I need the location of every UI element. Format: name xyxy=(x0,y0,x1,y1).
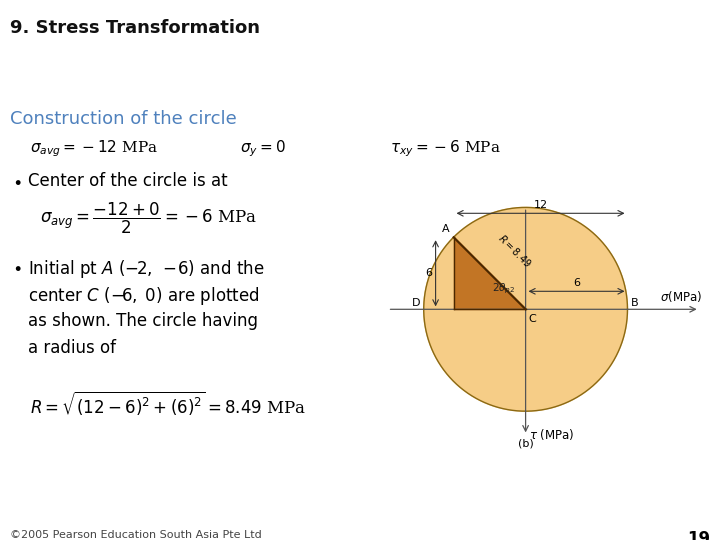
Text: 12: 12 xyxy=(534,200,548,210)
Text: $R = \sqrt{(12-6)^2+(6)^2} = 8.49$ MPa: $R = \sqrt{(12-6)^2+(6)^2} = 8.49$ MPa xyxy=(30,390,306,418)
Text: $R=8.49$: $R=8.49$ xyxy=(495,232,534,269)
Text: 6: 6 xyxy=(573,278,580,288)
Text: a radius of: a radius of xyxy=(28,339,116,357)
Polygon shape xyxy=(424,207,628,411)
Text: $\sigma_{avg} = -12$ MPa: $\sigma_{avg} = -12$ MPa xyxy=(30,138,158,159)
Text: 9. Stress Transformation: 9. Stress Transformation xyxy=(10,18,260,37)
Text: $\tau$ (MPa): $\tau$ (MPa) xyxy=(529,427,575,442)
Text: $\bullet$: $\bullet$ xyxy=(12,172,22,191)
Text: center $\mathit{C}$ $(-\!6,\;0)$ are plotted: center $\mathit{C}$ $(-\!6,\;0)$ are plo… xyxy=(28,285,259,307)
Text: $\tau_{xy} = -6$ MPa: $\tau_{xy} = -6$ MPa xyxy=(390,138,500,159)
Text: D: D xyxy=(412,298,420,308)
Text: Initial pt $\mathit{A}$ $(-\!2,\;-\!6)$ and the: Initial pt $\mathit{A}$ $(-\!2,\;-\!6)$ … xyxy=(28,258,265,280)
Polygon shape xyxy=(454,237,526,309)
Text: A: A xyxy=(442,224,450,234)
Text: C: C xyxy=(528,314,536,324)
Text: B: B xyxy=(631,298,639,308)
Text: $2\theta_{p2}$: $2\theta_{p2}$ xyxy=(492,282,516,296)
Text: $\sigma_{avg} = \dfrac{-12+0}{2} = -6$ MPa: $\sigma_{avg} = \dfrac{-12+0}{2} = -6$ M… xyxy=(40,200,257,235)
Text: $\sigma_y = 0$: $\sigma_y = 0$ xyxy=(240,138,286,159)
Text: Construction of the circle: Construction of the circle xyxy=(10,111,237,129)
Text: ©2005 Pearson Education South Asia Pte Ltd: ©2005 Pearson Education South Asia Pte L… xyxy=(10,530,262,540)
Text: as shown. The circle having: as shown. The circle having xyxy=(28,312,258,330)
Text: Center of the circle is at: Center of the circle is at xyxy=(28,172,228,191)
Text: (b): (b) xyxy=(518,439,534,449)
Text: $\bullet$: $\bullet$ xyxy=(12,258,22,276)
Text: 6: 6 xyxy=(425,268,432,278)
Text: $\sigma$(MPa): $\sigma$(MPa) xyxy=(660,289,702,305)
Text: EXAMPLE 9.9 (SOLN): EXAMPLE 9.9 (SOLN) xyxy=(10,69,220,87)
Text: 19: 19 xyxy=(687,530,710,540)
